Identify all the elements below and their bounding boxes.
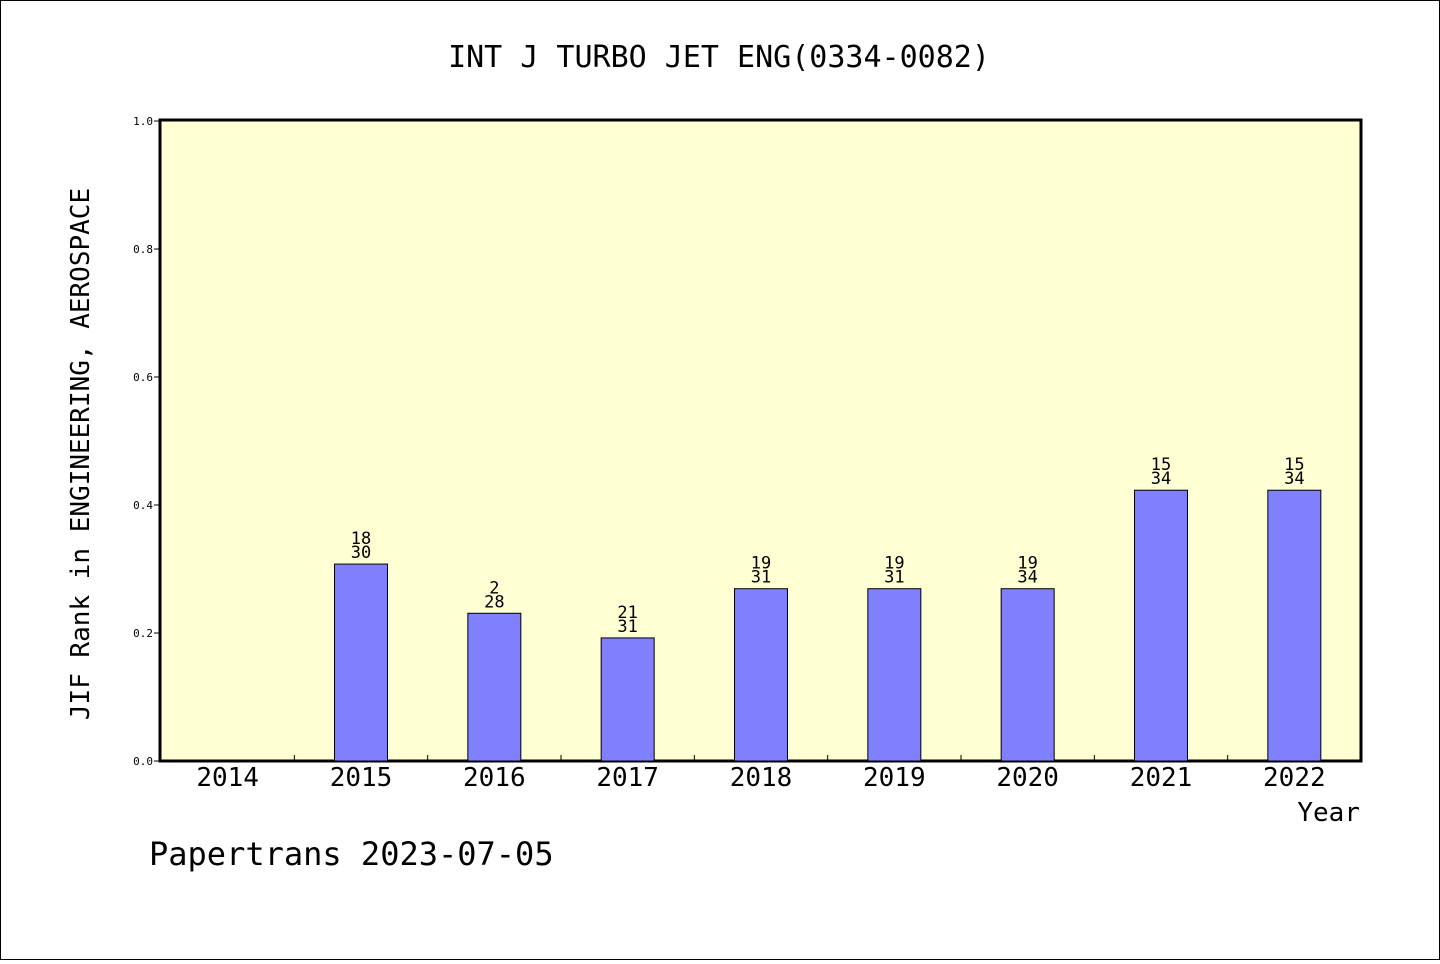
bar xyxy=(867,588,922,762)
bar-total-label: 34 xyxy=(1284,469,1304,489)
bar xyxy=(734,588,788,762)
x-tick-label: 2014 xyxy=(196,763,259,793)
y-tick-label: 0.4 xyxy=(133,499,153,512)
bar-rank-label: 2 xyxy=(489,578,499,598)
bar-total-label: 28 xyxy=(484,592,504,612)
bar xyxy=(334,563,388,762)
bar-rank-label: 19 xyxy=(751,554,771,574)
y-tick-label: 0.2 xyxy=(133,627,153,640)
y-tick-label: 0.8 xyxy=(133,243,153,256)
bar xyxy=(467,612,522,762)
bar-total-label: 31 xyxy=(751,568,771,588)
y-tick-label: 1.0 xyxy=(133,115,153,128)
bar xyxy=(1000,588,1055,762)
y-tick-label: 0.6 xyxy=(133,371,153,384)
chart-title: INT J TURBO JET ENG(0334-0082) xyxy=(448,40,990,75)
footer-text: Papertrans 2023-07-05 xyxy=(149,835,554,873)
bar xyxy=(1134,489,1188,762)
x-tick-label: 2020 xyxy=(996,763,1059,793)
bar-total-label: 30 xyxy=(351,543,371,563)
bar-rank-label: 15 xyxy=(1151,455,1171,475)
bar-total-label: 31 xyxy=(617,617,637,637)
bar-total-label: 31 xyxy=(884,568,904,588)
bar-total-label: 34 xyxy=(1151,469,1171,489)
x-tick-label: 2019 xyxy=(863,763,926,793)
x-axis: 2014 2015 2016 2017 2018 2019 2020 2021 2022 xyxy=(196,755,1326,793)
bar-rank-label: 15 xyxy=(1284,455,1304,475)
y-axis: 0.0 0.2 0.4 0.6 0.8 1.0 xyxy=(133,115,161,768)
x-tick-label: 2022 xyxy=(1263,763,1326,793)
bar-rank-label: 19 xyxy=(884,554,904,574)
y-tick-label: 0.0 xyxy=(133,755,153,768)
bar-rank-label: 21 xyxy=(617,603,637,623)
bar xyxy=(600,637,655,762)
bars-group xyxy=(334,489,1322,762)
x-tick-label: 2017 xyxy=(596,763,659,793)
bar-total-label: 34 xyxy=(1017,568,1037,588)
x-tick-label: 2021 xyxy=(1130,763,1193,793)
bar-rank-label: 18 xyxy=(351,529,371,549)
x-tick-label: 2018 xyxy=(730,763,793,793)
bar xyxy=(1267,489,1322,762)
bar-rank-label: 19 xyxy=(1017,554,1037,574)
x-axis-label: Year xyxy=(1297,798,1360,828)
y-axis-label: JIF Rank in ENGINEERING, AEROSPACE xyxy=(66,188,96,720)
x-tick-label: 2016 xyxy=(463,763,526,793)
x-tick-label: 2015 xyxy=(330,763,393,793)
